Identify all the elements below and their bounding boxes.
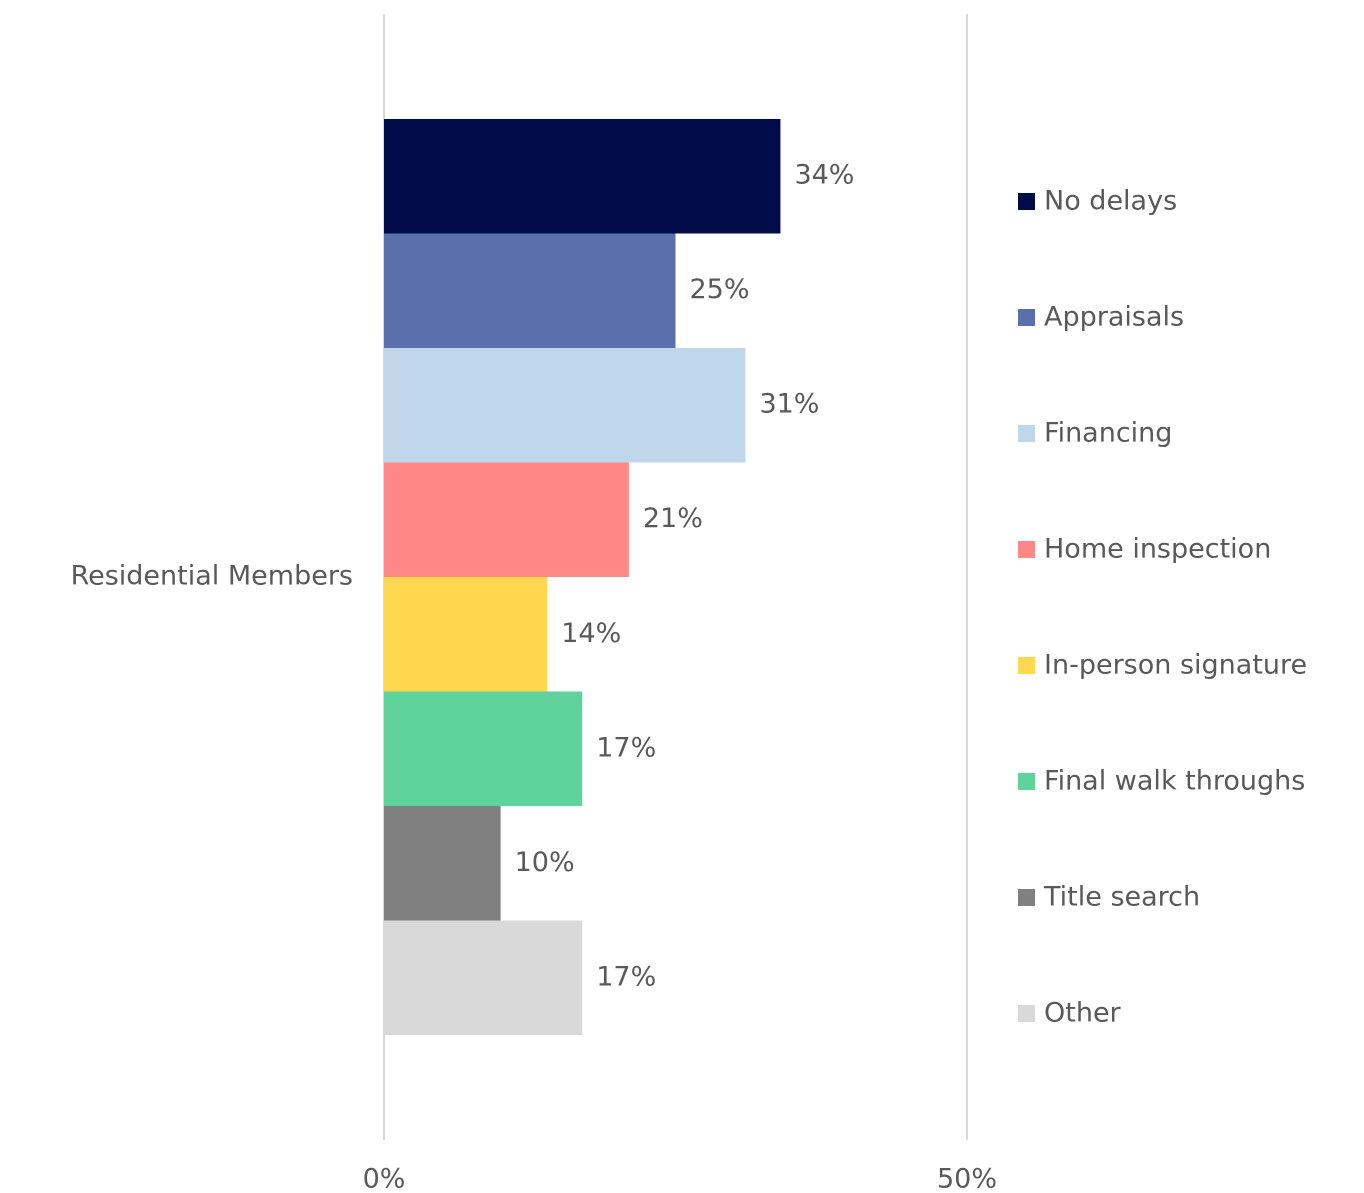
bar: [384, 118, 781, 234]
bar: [384, 806, 501, 921]
legend-label: Other: [1044, 998, 1122, 1029]
data-label: 17%: [596, 732, 656, 763]
legend-label: Title search: [1043, 882, 1200, 913]
bar: [384, 691, 583, 807]
bar: [384, 462, 629, 577]
bar: [384, 577, 548, 692]
legend-swatch: [1018, 1005, 1035, 1022]
data-label: 25%: [690, 274, 750, 305]
legend-label: Final walk throughs: [1044, 766, 1305, 797]
data-label: 10%: [515, 847, 575, 878]
data-label: 21%: [643, 503, 703, 534]
legend-swatch: [1018, 425, 1035, 442]
legend-label: In-person signature: [1044, 650, 1307, 681]
category-label: Residential Members: [71, 561, 353, 592]
data-label: 17%: [596, 961, 656, 992]
x-tick-label: 50%: [937, 1164, 997, 1193]
bar: [384, 347, 746, 463]
legend-label: Home inspection: [1044, 534, 1271, 565]
legend-swatch: [1018, 193, 1035, 210]
x-tick-label: 0%: [363, 1164, 406, 1193]
legend-label: Appraisals: [1044, 302, 1184, 333]
bar: [384, 920, 583, 1036]
legend-swatch: [1018, 889, 1035, 906]
legend-swatch: [1018, 541, 1035, 558]
bar: [384, 233, 676, 348]
data-label: 34%: [794, 160, 854, 191]
data-label: 14%: [561, 618, 621, 649]
data-label: 31%: [759, 389, 819, 420]
legend-swatch: [1018, 657, 1035, 674]
legend-swatch: [1018, 773, 1035, 790]
legend-swatch: [1018, 309, 1035, 326]
legend-label: No delays: [1044, 186, 1177, 217]
legend-label: Financing: [1044, 418, 1172, 449]
